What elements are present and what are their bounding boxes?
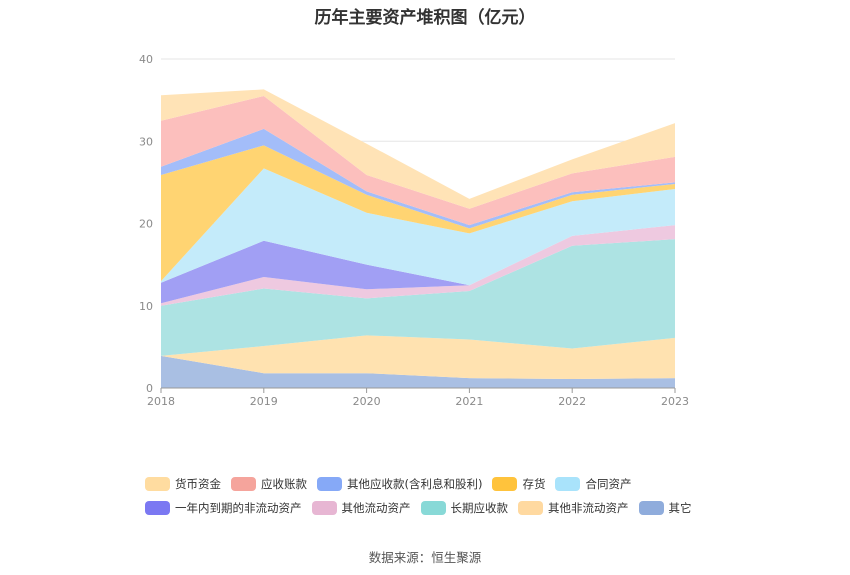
x-tick-label: 2021	[455, 395, 483, 408]
legend-item[interactable]: 长期应收款	[420, 500, 509, 516]
area-series-8	[161, 96, 675, 226]
legend-swatch	[231, 477, 256, 491]
legend-item[interactable]: 货币资金	[145, 476, 221, 492]
x-tick-label: 2019	[250, 395, 278, 408]
legend-swatch	[145, 477, 170, 491]
x-tick-label: 2022	[558, 395, 586, 408]
x-tick-label: 2023	[661, 395, 689, 408]
y-tick-label: 10	[139, 300, 153, 313]
area-series-4	[161, 225, 675, 304]
legend-swatch	[518, 501, 543, 515]
area-series-2	[161, 239, 675, 356]
y-tick-label: 40	[139, 53, 153, 66]
legend-swatch	[311, 501, 337, 515]
x-tick-label: 2018	[147, 395, 175, 408]
legend-label: 其它	[668, 501, 692, 515]
area-layer	[161, 89, 675, 388]
legend-item[interactable]: 其他流动资产	[311, 500, 411, 516]
legend-label: 合同资产	[585, 477, 632, 491]
legend: 货币资金 应收账款 其他应收款(含利息和股利) 存货 合同资产 一年内到期的非流动资产 其…	[145, 472, 765, 520]
legend-item[interactable]: 其它	[638, 500, 692, 516]
legend-swatch	[145, 501, 170, 515]
area-series-3	[161, 225, 675, 306]
legend-swatch	[638, 501, 664, 515]
legend-label: 其他流动资产	[341, 501, 411, 515]
source-note: 数据来源：恒生聚源	[368, 550, 482, 565]
x-tick-label: 2020	[353, 395, 381, 408]
legend-swatch	[492, 477, 518, 491]
y-tick-label: 30	[139, 135, 153, 148]
legend-item[interactable]: 其他非流动资产	[518, 500, 629, 516]
legend-label: 应收账款	[261, 477, 307, 491]
legend-swatch	[555, 477, 581, 491]
legend-swatch	[317, 477, 342, 491]
stacked-area-chart: 0 10 20 30 40 2018 2019 2020 2021 2022 2023	[139, 53, 689, 408]
y-tick-label: 20	[139, 218, 153, 231]
legend-item[interactable]: 一年内到期的非流动资产	[145, 500, 302, 516]
legend-item[interactable]: 其他应收款(含利息和股利)	[317, 476, 482, 492]
legend-row-1: 货币资金 应收账款 其他应收款(含利息和股利) 存货 合同资产	[145, 472, 765, 496]
area-series-6	[161, 145, 675, 282]
legend-label: 存货	[522, 477, 546, 491]
area-series-0	[161, 355, 675, 388]
chart-title: 历年主要资产堆积图（亿元）	[314, 8, 536, 28]
area-series-7	[161, 128, 675, 229]
area-series-9	[161, 89, 675, 209]
legend-swatch	[420, 501, 446, 515]
legend-label: 其他应收款(含利息和股利)	[347, 477, 483, 491]
area-series-1	[161, 335, 675, 379]
legend-label: 其他非流动资产	[548, 501, 629, 515]
legend-item[interactable]: 应收账款	[231, 476, 307, 492]
legend-row-2: 一年内到期的非流动资产 其他流动资产 长期应收款 其他非流动资产 其它	[145, 496, 765, 520]
area-series-5	[161, 168, 675, 286]
legend-item[interactable]: 存货	[492, 476, 545, 492]
y-tick-label: 0	[146, 382, 153, 395]
legend-item[interactable]: 合同资产	[555, 476, 631, 492]
legend-label: 一年内到期的非流动资产	[175, 501, 302, 515]
legend-label: 货币资金	[175, 477, 221, 491]
axis-layer: 0 10 20 30 40 2018 2019 2020 2021 2022 2023	[139, 53, 689, 408]
legend-label: 长期应收款	[450, 501, 509, 515]
